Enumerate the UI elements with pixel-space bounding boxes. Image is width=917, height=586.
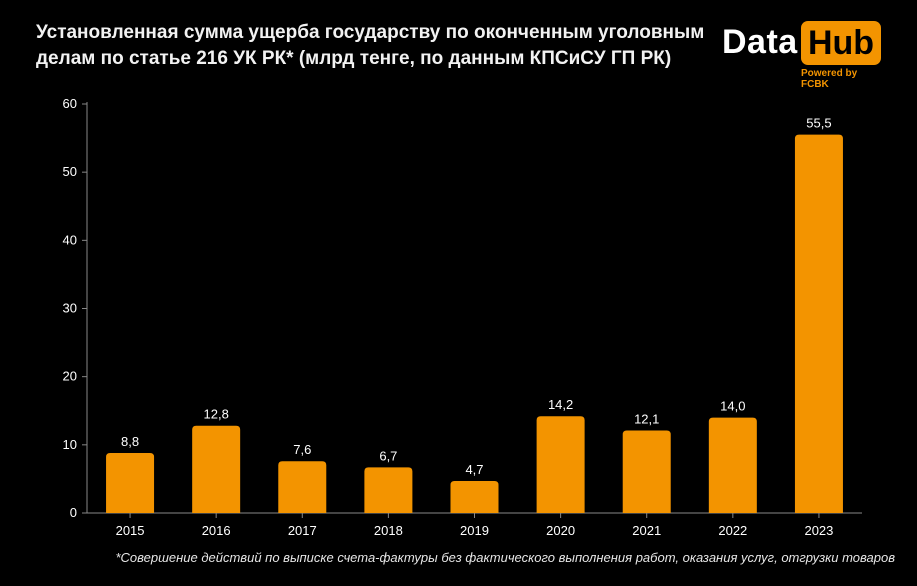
bar-value-label: 7,6 (293, 442, 311, 457)
x-tick-label: 2023 (804, 523, 833, 538)
bar (794, 134, 843, 514)
bar-value-label: 6,7 (379, 448, 397, 463)
logo-word-data: Data (722, 23, 798, 61)
bar-value-label: 12,1 (634, 412, 659, 427)
x-tick-label: 2022 (718, 523, 747, 538)
bar (450, 480, 499, 513)
x-tick-label: 2016 (202, 523, 231, 538)
y-tick-label: 10 (63, 437, 77, 452)
bar-value-label: 12,8 (204, 407, 229, 422)
bar (708, 417, 757, 513)
bar-value-label: 55,5 (806, 116, 831, 131)
y-tick-label: 20 (63, 369, 77, 384)
bar-value-label: 8,8 (121, 434, 139, 449)
datahub-logo: Data Hub Powered by FCBK (718, 16, 884, 90)
x-tick-label: 2020 (546, 523, 575, 538)
y-tick-label: 30 (63, 301, 77, 316)
bar (536, 416, 585, 513)
chart-title: Установленная сумма ущерба государству п… (36, 22, 705, 69)
bar-value-label: 4,7 (465, 462, 483, 477)
bar-value-label: 14,0 (720, 399, 745, 414)
y-tick-label: 60 (63, 96, 77, 111)
x-tick-label: 2017 (288, 523, 317, 538)
bar (364, 467, 413, 513)
x-tick-label: 2015 (116, 523, 145, 538)
x-tick-label: 2021 (632, 523, 661, 538)
bar (622, 430, 671, 513)
bar (106, 453, 155, 513)
y-tick-label: 50 (63, 164, 77, 179)
logo-powered-by: Powered by FCBK (801, 68, 858, 90)
bar (278, 461, 327, 513)
bar-value-label: 14,2 (548, 397, 573, 412)
y-tick-label: 0 (70, 505, 77, 520)
x-tick-label: 2019 (460, 523, 489, 538)
logo-word-hub: Hub (801, 21, 881, 65)
x-tick-label: 2018 (374, 523, 403, 538)
bar (192, 425, 241, 513)
footnote: *Совершение действий по выписке счета-фа… (115, 550, 895, 565)
y-tick-label: 40 (63, 232, 77, 247)
